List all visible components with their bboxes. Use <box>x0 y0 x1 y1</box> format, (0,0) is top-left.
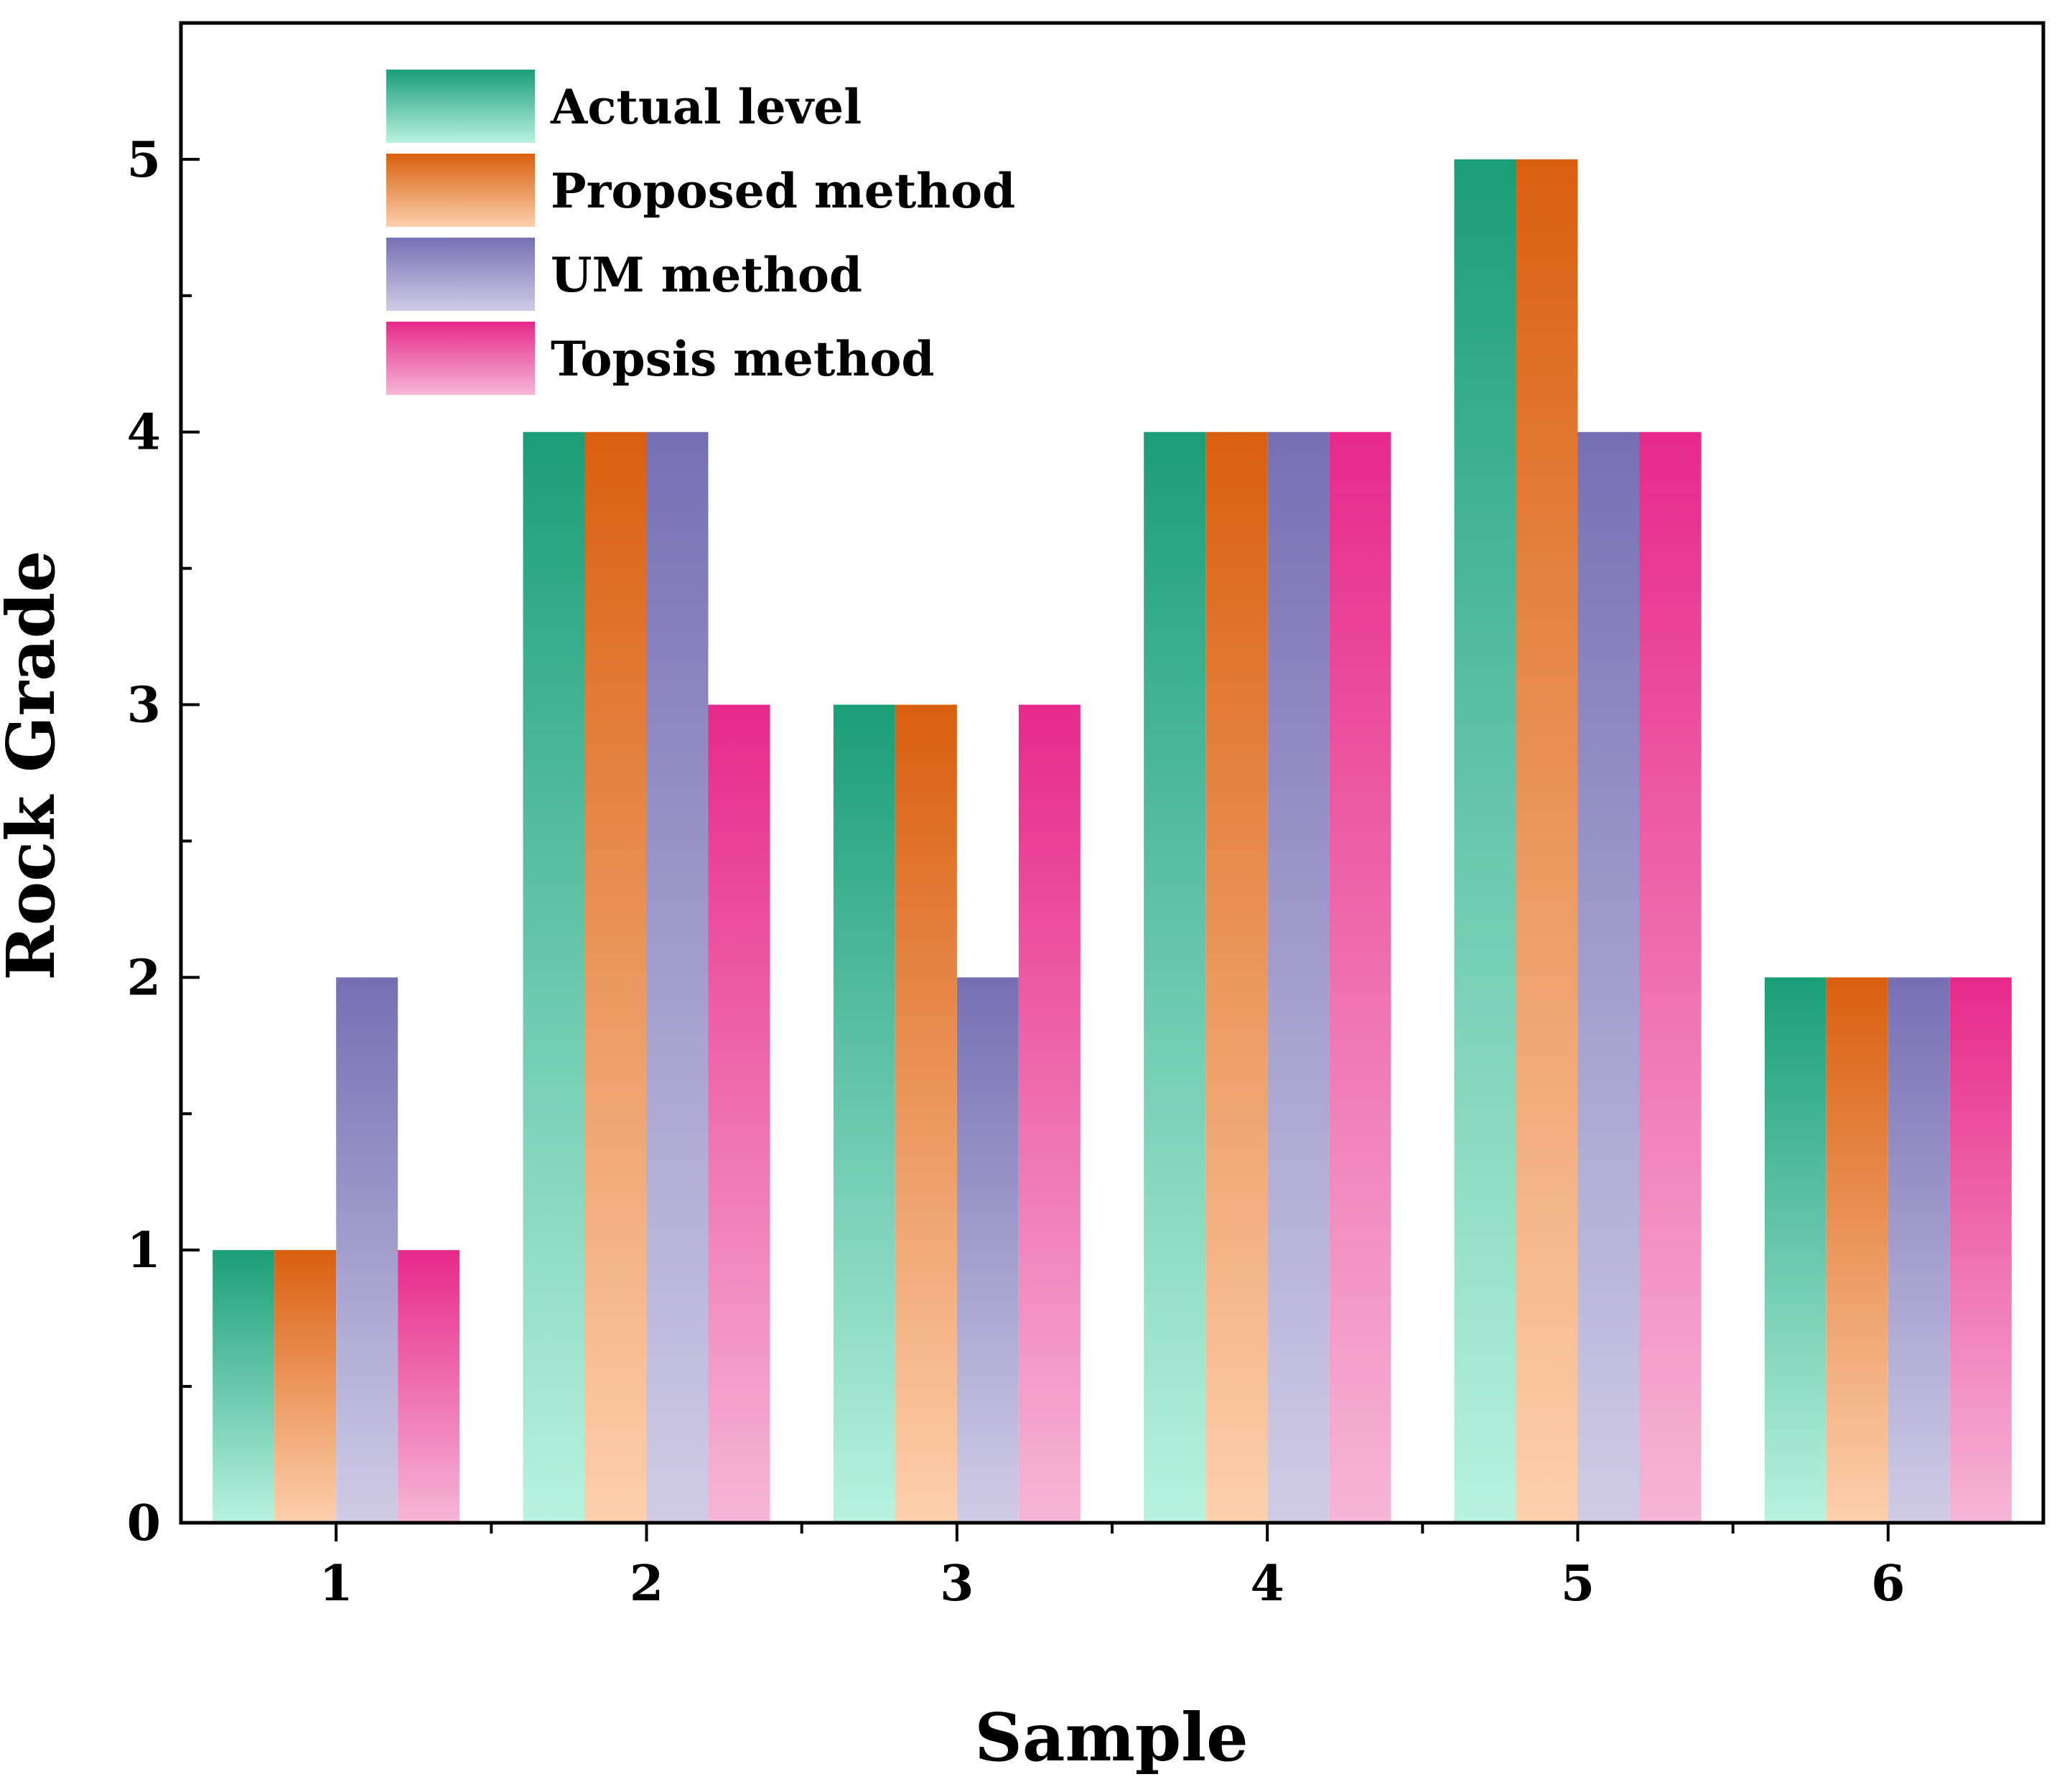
bar-topsis-method-sample-2 <box>708 704 770 1523</box>
x-tick-label: 3 <box>940 1555 974 1613</box>
bar-um-method-sample-4 <box>1267 431 1330 1523</box>
y-tick-label: 1 <box>127 1222 161 1279</box>
bar-um-method-sample-1 <box>336 977 398 1523</box>
y-tick-label: 0 <box>127 1495 161 1552</box>
legend: Actual level Proposed method UM method Tops… <box>386 70 1015 395</box>
axes-group: 0 1 2 3 4 5 1 2 3 4 5 6 <box>127 21 2045 1613</box>
bar-topsis-method-sample-6 <box>1949 977 2012 1523</box>
x-tick-label: 1 <box>319 1555 353 1613</box>
bar-proposed-method-sample-4 <box>1205 431 1268 1523</box>
y-axis-title: Rock Grade <box>0 550 70 980</box>
bar-actual-level-sample-3 <box>833 704 895 1523</box>
legend-label: Topsis method <box>551 331 935 387</box>
bar-actual-level-sample-4 <box>1144 431 1206 1523</box>
bar-um-method-sample-5 <box>1577 431 1640 1523</box>
x-tick-label: 6 <box>1871 1555 1905 1613</box>
bar-um-method-sample-2 <box>646 431 709 1523</box>
bar-actual-level-sample-2 <box>523 431 585 1523</box>
bar-proposed-method-sample-2 <box>584 431 647 1523</box>
legend-swatch-um-method <box>386 238 535 311</box>
y-tick-label: 2 <box>127 949 161 1007</box>
bar-actual-level-sample-5 <box>1454 159 1516 1523</box>
legend-label: Actual level <box>550 79 862 135</box>
bar-proposed-method-sample-3 <box>895 704 957 1523</box>
bar-proposed-method-sample-5 <box>1516 159 1578 1523</box>
bar-topsis-method-sample-3 <box>1018 704 1081 1523</box>
bars-group <box>213 159 2012 1523</box>
legend-swatch-actual-level <box>386 70 535 143</box>
bar-proposed-method-sample-1 <box>274 1250 337 1523</box>
bar-actual-level-sample-6 <box>1764 977 1827 1523</box>
x-tick-label: 5 <box>1561 1555 1595 1613</box>
legend-swatch-topsis-method <box>386 322 535 395</box>
bar-um-method-sample-6 <box>1888 977 1950 1523</box>
bar-proposed-method-sample-6 <box>1826 977 1888 1523</box>
legend-label: UM method <box>551 247 862 303</box>
legend-label: Proposed method <box>551 163 1015 219</box>
bar-actual-level-sample-1 <box>213 1250 275 1523</box>
y-tick-label: 3 <box>127 677 161 734</box>
bar-um-method-sample-3 <box>956 977 1019 1523</box>
bar-topsis-method-sample-4 <box>1329 431 1391 1523</box>
legend-swatch-proposed-method <box>386 154 535 227</box>
x-tick-label: 2 <box>630 1555 663 1613</box>
y-tick-label: 5 <box>127 131 161 189</box>
y-tick-label: 4 <box>127 404 161 462</box>
bar-topsis-method-sample-5 <box>1639 431 1702 1523</box>
x-axis-title: Sample <box>974 1699 1248 1776</box>
x-tick-label: 4 <box>1251 1555 1284 1613</box>
bar-topsis-method-sample-1 <box>398 1250 460 1523</box>
